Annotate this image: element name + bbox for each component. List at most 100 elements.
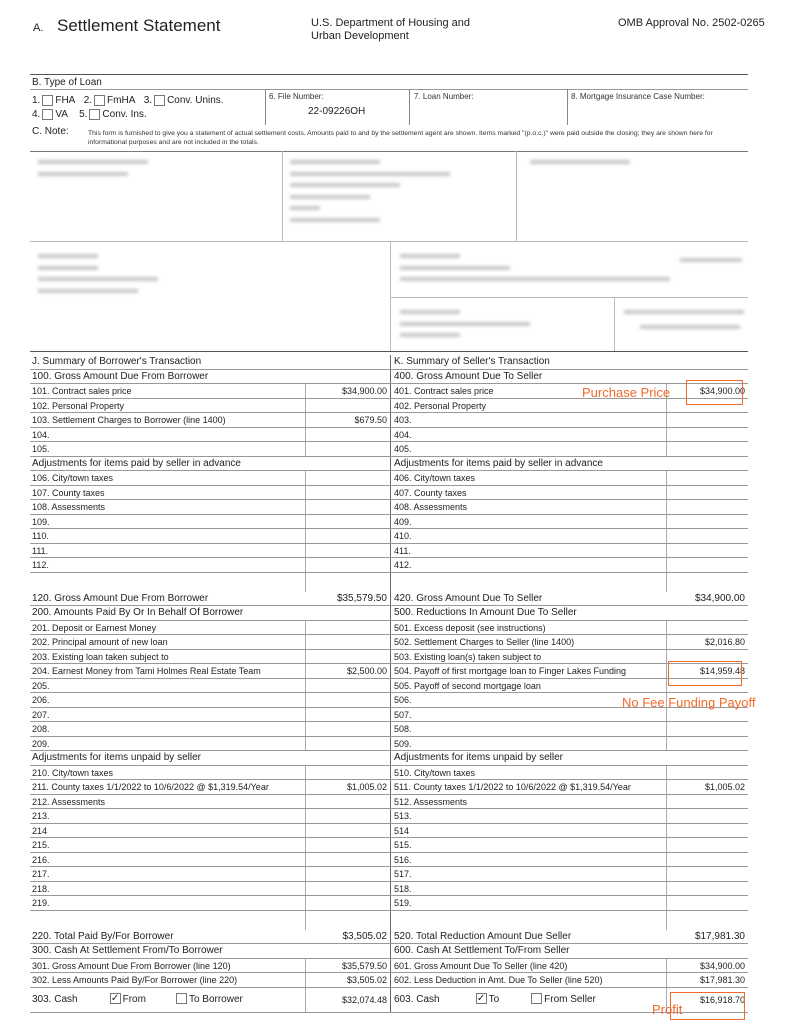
page-title: Settlement Statement [57, 16, 221, 35]
seller-line-label: 401. Contract sales price [390, 384, 666, 398]
seller-amount [666, 678, 748, 692]
section-row: 300. Cash At Settlement From/To Borrower… [30, 944, 748, 959]
borrower-amount [305, 529, 390, 543]
section-row: 200. Amounts Paid By Or In Behalf Of Bor… [30, 606, 748, 621]
table-row: 205. 505. Payoff of second mortgage loan [30, 678, 748, 693]
table-row: 213. 513. [30, 809, 748, 824]
cash-label: 603. Cash [394, 993, 440, 1005]
seller-amount [666, 722, 748, 736]
borrower-amount [305, 427, 390, 441]
seller-amount [666, 736, 748, 750]
seller-amount [666, 751, 748, 765]
borrower-line-label: 219. [32, 898, 50, 908]
borrower-line-label: 120. Gross Amount Due From Borrower [32, 592, 209, 604]
table-row: 216. 516. [30, 852, 748, 867]
borrower-amount [305, 620, 390, 634]
file-number: 22-09226OH [308, 106, 366, 117]
seller-amount [666, 693, 748, 707]
borrower-amount [305, 606, 390, 620]
borrower-amount [305, 442, 390, 456]
seller-line-label: 508. [390, 722, 666, 736]
seller-amount [666, 543, 748, 557]
table-row: 206. 506. [30, 693, 748, 708]
borrower-amount [305, 823, 390, 837]
annotation-payoff: No Fee Funding Payoff [622, 695, 756, 710]
borrower-line-label: 211. County taxes 1/1/2022 to 10/6/2022 … [32, 782, 269, 792]
conv-ins-checkbox[interactable] [89, 108, 101, 120]
borrower-amount [305, 558, 390, 572]
seller-line-label: 503. Existing loan(s) taken subject to [390, 649, 666, 663]
borrower-line-label: 203. Existing loan taken subject to [32, 651, 169, 662]
seller-amount [666, 881, 748, 895]
seller-line-label: 510. City/town taxes [390, 765, 666, 779]
borrower-line-label: Adjustments for items paid by seller in … [32, 457, 241, 469]
seller-amount: $2,016.80 [666, 635, 748, 649]
fmha-checkbox[interactable] [94, 94, 106, 106]
seller-line-label: 407. County taxes [390, 485, 666, 499]
seller-line-label: 405. [390, 442, 666, 456]
seller-amount: $34,900.00 [666, 384, 748, 398]
table-row: 302. Less Amounts Paid By/For Borrower (… [30, 973, 748, 988]
borrower-line-label: 102. Personal Property [32, 400, 125, 411]
borrower-amount [305, 765, 390, 779]
seller-amount: $17,981.30 [694, 930, 745, 942]
cash-row: 303. Cash ✓ From To Borrower $32,074.48 603… [30, 987, 748, 1013]
seller-amount [666, 558, 748, 572]
table-row: 111. 411. [30, 543, 748, 558]
borrower-amount: $3,505.02 [305, 973, 390, 987]
borrower-amount: $35,579.50 [336, 592, 387, 604]
seller-line-label: 500. Reductions In Amount Due To Seller [390, 606, 666, 620]
seller-line-label: 602. Less Deduction in Amt. Due To Selle… [390, 973, 666, 987]
borrower-amount [305, 543, 390, 557]
seller-amount [666, 529, 748, 543]
borrower-amount: $2,500.00 [305, 664, 390, 678]
va-checkbox[interactable] [42, 108, 54, 120]
conv-unins-checkbox[interactable] [154, 94, 166, 106]
agency-name: U.S. Department of Housing and Urban Dev… [311, 17, 470, 42]
seller-amount: $1,005.02 [666, 780, 748, 794]
from-borrower-checkbox[interactable]: ✓ [109, 993, 121, 1005]
seller-amount [666, 649, 748, 663]
table-row: 217. 517. [30, 867, 748, 882]
seller-amount [666, 398, 748, 412]
seller-line-label: K. Summary of Seller's Transaction [390, 355, 666, 369]
seller-line-label: 518. [390, 881, 666, 895]
borrower-amount [305, 722, 390, 736]
seller-line-label: 515. [390, 838, 666, 852]
to-seller-checkbox[interactable]: ✓ [475, 993, 487, 1005]
table-row: 211. County taxes 1/1/2022 to 10/6/2022 … [30, 780, 748, 795]
seller-line-label: 402. Personal Property [390, 398, 666, 412]
to-borrower-checkbox[interactable] [175, 993, 187, 1005]
table-row: 204. Earnest Money from Tami Holmes Real… [30, 664, 748, 679]
table-row: 107. County taxes 407. County taxes [30, 485, 748, 500]
from-seller-label: From Seller [544, 993, 596, 1005]
borrower-line-label: 205. [32, 680, 50, 691]
borrower-amount [305, 514, 390, 528]
borrower-amount: $1,005.02 [305, 780, 390, 794]
seller-line-label: Adjustments for items paid by seller in … [390, 456, 666, 470]
borrower-line-label: 217. [32, 869, 50, 879]
borrower-line-label: 220. Total Paid By/For Borrower [32, 930, 174, 942]
seller-line-label: 502. Settlement Charges to Seller (line … [390, 635, 666, 649]
borrower-amount [305, 751, 390, 765]
borrower-line-label: 106. City/town taxes [32, 473, 114, 483]
annotation-box-purchase-price [686, 380, 743, 405]
borrower-amount [305, 649, 390, 663]
borrower-line-label: 104. [32, 429, 50, 440]
seller-amount [666, 514, 748, 528]
from-seller-checkbox[interactable] [531, 993, 543, 1005]
seller-amount [666, 620, 748, 634]
borrower-amount [305, 370, 390, 384]
table-row: 219. 519. [30, 896, 748, 911]
seller-line-label: 509. [390, 736, 666, 750]
annotation-box-payoff [668, 661, 742, 686]
table-row: 112. 412. [30, 558, 748, 573]
fha-checkbox[interactable] [42, 94, 54, 106]
seller-line-label: 412. [390, 558, 666, 572]
borrower-line-label: 212. Assessments [32, 796, 106, 807]
table-row: 215. 515. [30, 838, 748, 853]
cash-label: 303. Cash [32, 993, 78, 1005]
borrower-amount: $35,579.50 [305, 958, 390, 972]
seller-line-label: 520. Total Reduction Amount Due Seller [390, 929, 666, 943]
table-row: 214 514 [30, 823, 748, 838]
